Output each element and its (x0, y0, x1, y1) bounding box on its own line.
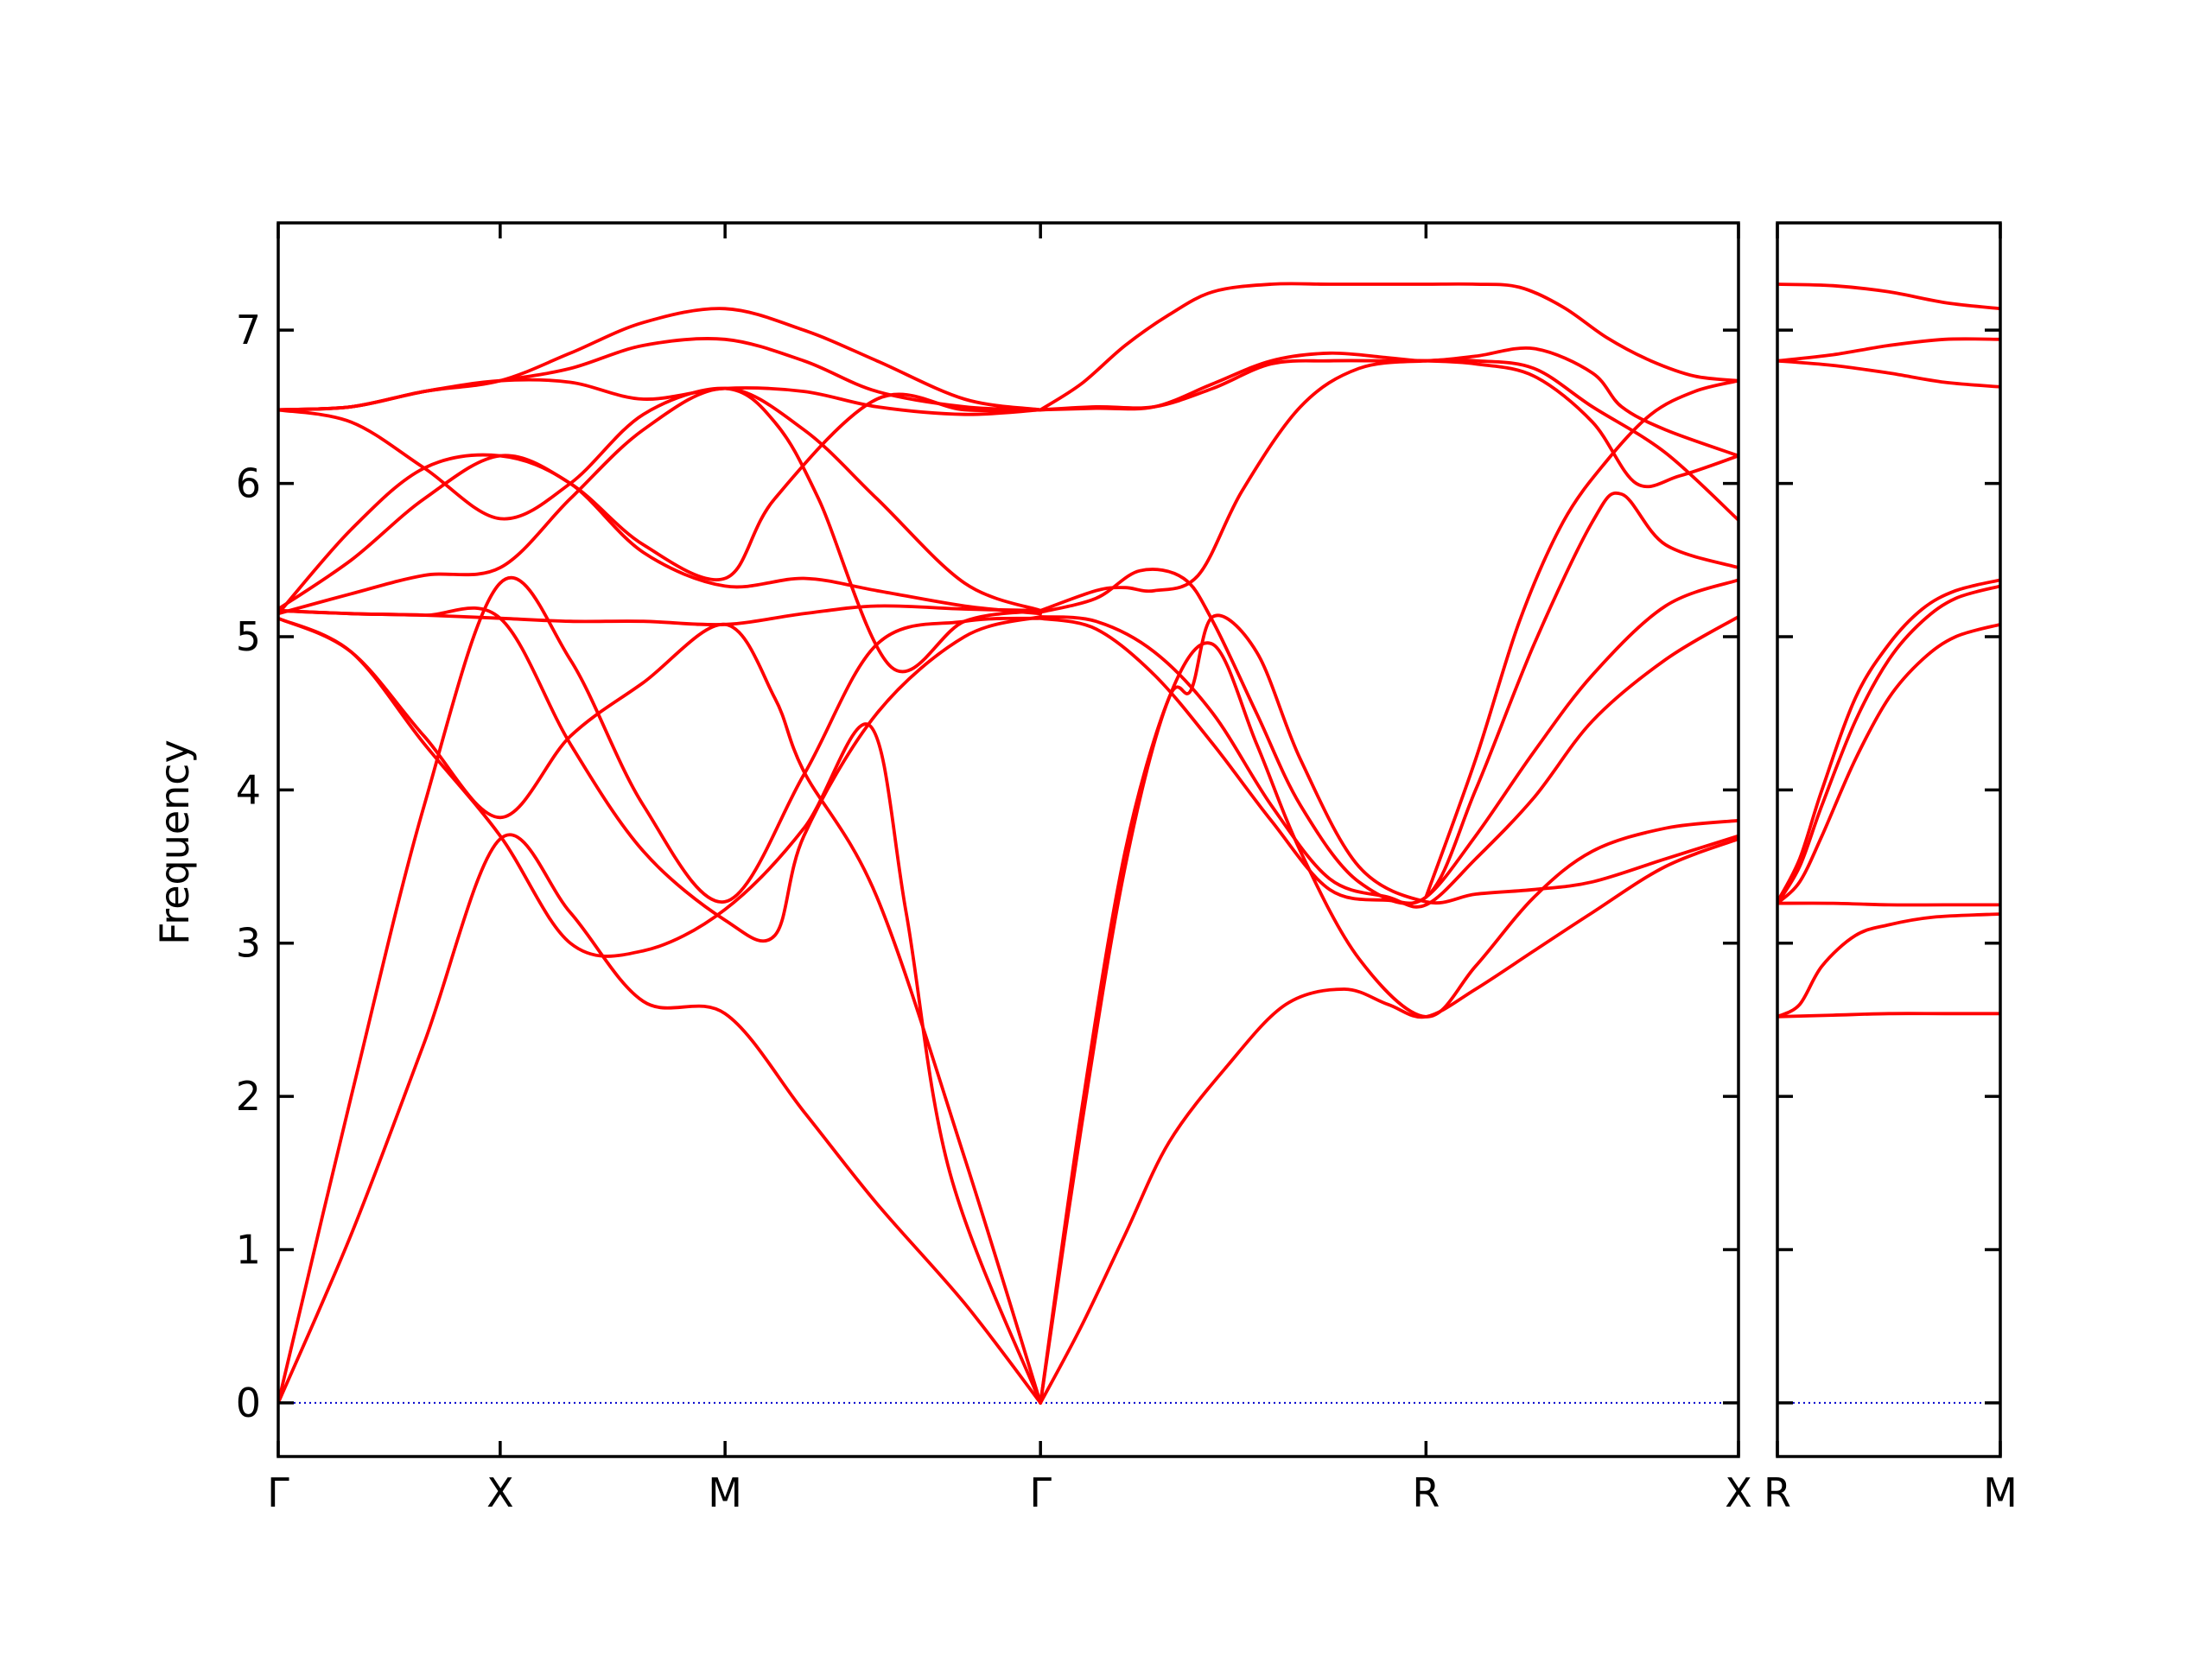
x-tick-label: Γ (1029, 1469, 1052, 1516)
y-tick-label: 6 (236, 460, 261, 507)
band-lines (1777, 282, 2000, 1019)
band-line-0-18 (1039, 491, 1738, 905)
plot-frame (1776, 221, 2002, 1458)
x-tick-label: X (1725, 1469, 1752, 1516)
band-line-0-3 (278, 616, 1043, 1405)
band-line-1-2 (1777, 901, 2000, 907)
band-line-0-19 (1039, 358, 1738, 613)
band-line-0-15 (1039, 613, 1738, 1405)
band-line-0-8 (278, 307, 1043, 412)
band-line-0-13 (1039, 837, 1738, 1405)
x-tick-label: M (1983, 1469, 2018, 1516)
band-line-1-3 (1777, 622, 2000, 905)
band-line-0-16 (1039, 578, 1738, 905)
x-tick-label: M (708, 1469, 742, 1516)
y-tick-label: 0 (236, 1380, 261, 1426)
band-line-0-23 (1424, 378, 1738, 899)
y-tick-label: 3 (236, 920, 261, 967)
band-line-0-17 (1039, 615, 1738, 909)
band-line-0-21 (1039, 359, 1738, 489)
x-tick-label: X (486, 1469, 514, 1516)
y-tick-label: 7 (236, 307, 261, 353)
band-line-0-11 (278, 604, 1043, 626)
band-line-1-8 (1777, 282, 2000, 311)
y-tick-label: 2 (236, 1073, 261, 1120)
band-line-1-5 (1777, 578, 2000, 904)
band-panel-main: 0 1 2 3 4 5 6 7 Γ X M Γ R X (236, 221, 1752, 1516)
x-tick-label: R (1412, 1469, 1440, 1516)
plot-frame (276, 221, 1740, 1458)
band-line-1-7 (1777, 337, 2000, 363)
band-line-0-1 (278, 575, 1043, 1405)
band-lines (278, 282, 1738, 1405)
band-line-0-12 (278, 453, 1043, 616)
y-axis-label: Frequency (151, 739, 198, 945)
band-line-0-14 (1039, 641, 1738, 1405)
band-line-1-6 (1777, 359, 2000, 389)
y-tick-label: 5 (236, 613, 261, 660)
band-line-0-22 (1039, 282, 1738, 412)
y-tick-label: 1 (236, 1227, 261, 1273)
band-line-0-10 (278, 392, 1043, 611)
band-line-0-0 (278, 833, 1043, 1405)
band-line-1-1 (1777, 912, 2000, 1019)
band-line-1-0 (1777, 1012, 2000, 1019)
x-tick-label: Γ (267, 1469, 289, 1516)
band-line-0-5 (278, 386, 1043, 616)
y-tick-label: 4 (236, 766, 261, 813)
x-tick-label: R (1764, 1469, 1791, 1516)
band-line-1-4 (1777, 584, 2000, 905)
band-line-0-9 (278, 386, 1043, 674)
band-line-0-2 (278, 616, 1043, 1405)
